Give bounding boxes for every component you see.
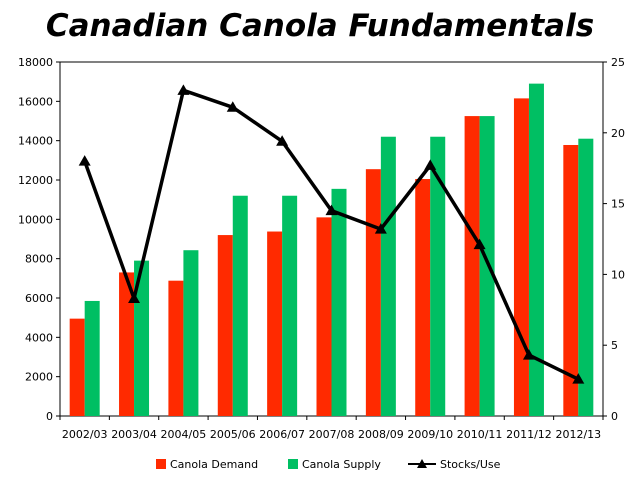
supply-bar [232,195,248,416]
x-tick-label: 2012/13 [555,428,601,441]
stocks-use-marker [522,349,535,360]
right-tick-label: 5 [611,339,618,352]
chart-title: Canadian Canola Fundamentals [46,8,594,44]
stocks-use-marker [424,159,437,170]
left-tick-label: 18000 [18,56,53,69]
stocks-use-marker [374,223,387,234]
left-tick-label: 14000 [18,135,53,148]
stocks-use-marker [572,373,585,384]
demand-bar [415,179,431,416]
left-tick-label: 10000 [18,213,53,226]
legend-demand: Canola Demand [156,458,258,471]
legend-swatch [156,459,166,469]
demand-bar [563,144,579,416]
demand-bar [217,235,233,416]
legend-label: Canola Demand [170,458,258,471]
supply-bar [84,300,100,416]
left-tick-label: 6000 [25,292,53,305]
supply-bar [430,136,446,416]
x-tick-label: 2004/05 [161,428,207,441]
left-tick-label: 0 [46,410,53,423]
demand-bar [119,272,135,416]
supply-bar [331,188,347,416]
stocks-use-marker [325,204,338,216]
x-tick-label: 2005/06 [210,428,256,441]
x-tick-label: 2007/08 [309,428,355,441]
supply-bar [578,138,594,416]
legend-label: Stocks/Use [440,458,501,471]
left-tick-label: 4000 [25,331,53,344]
right-tick-label: 20 [611,127,625,140]
demand-bar [365,169,381,416]
supply-bar [479,116,495,416]
x-tick-label: 2011/12 [506,428,552,441]
right-tick-label: 15 [611,198,625,211]
legend-marker [417,459,427,468]
legend: Canola Demand Canola Supply Stocks/Use [156,458,501,471]
left-tick-label: 12000 [18,174,53,187]
supply-bar [282,195,298,416]
axes: 0 2000 4000 6000 8000 10000 12000 14000 16000 180… [18,56,625,441]
stocks-use-marker [177,84,190,95]
left-tick-label: 2000 [25,371,53,384]
x-tick-label: 2002/03 [62,428,108,441]
legend-swatch [288,459,298,469]
supply-bar [380,136,396,416]
legend-supply: Canola Supply [288,458,381,471]
demand-bar [513,98,529,416]
demand-bar [168,280,184,416]
demand-bar [316,217,332,416]
legend-label: Canola Supply [302,458,381,471]
demand-bar [464,116,480,416]
demand-bar [69,318,85,416]
x-tick-label: 2010/11 [457,428,503,441]
x-tick-label: 2009/10 [407,428,453,441]
right-tick-label: 10 [611,268,625,281]
supply-bar [183,250,199,416]
x-tick-label: 2006/07 [259,428,305,441]
stocks-use-marker [226,101,239,112]
left-tick-label: 16000 [18,95,53,108]
stocks-use-marker [128,292,141,303]
left-tick-label: 8000 [25,253,53,266]
x-tick-label: 2008/09 [358,428,404,441]
demand-bar [267,231,283,416]
stocks-use-line [78,84,585,384]
legend-stocks-use: Stocks/Use [408,458,501,471]
stocks-use-marker [276,135,289,146]
right-tick-label: 25 [611,56,625,69]
supply-bar [528,83,544,416]
right-tick-label: 0 [611,410,618,423]
x-tick-label: 2003/04 [111,428,157,441]
stocks-use-marker [473,238,486,250]
stocks-use-marker [78,155,91,166]
bars [69,83,594,416]
